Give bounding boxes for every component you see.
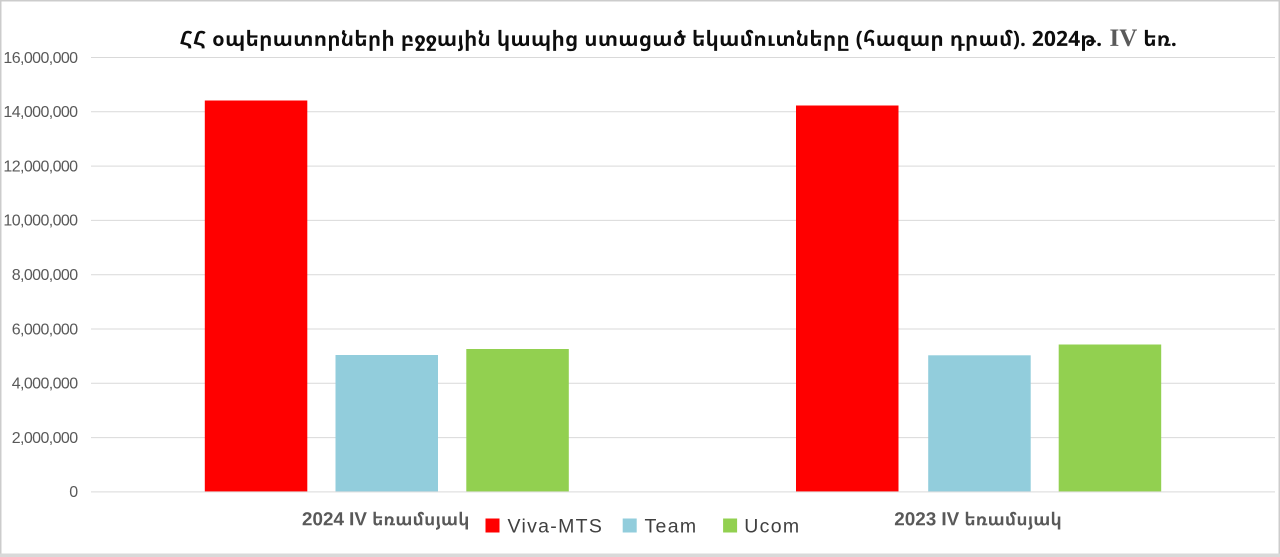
- svg-text:10,000,000: 10,000,000: [3, 213, 78, 230]
- svg-text:4,000,000: 4,000,000: [12, 376, 78, 393]
- svg-text:12,000,000: 12,000,000: [3, 158, 78, 175]
- svg-text:Viva-MTS: Viva-MTS: [508, 515, 604, 537]
- svg-text:Ucom: Ucom: [744, 515, 800, 537]
- svg-text:Team: Team: [645, 515, 698, 537]
- svg-text:14,000,000: 14,000,000: [3, 104, 78, 121]
- svg-text:0: 0: [69, 484, 78, 501]
- svg-text:16,000,000: 16,000,000: [3, 50, 78, 67]
- svg-text:8,000,000: 8,000,000: [12, 267, 78, 284]
- svg-text:2,000,000: 2,000,000: [12, 430, 78, 447]
- svg-text:6,000,000: 6,000,000: [12, 321, 78, 338]
